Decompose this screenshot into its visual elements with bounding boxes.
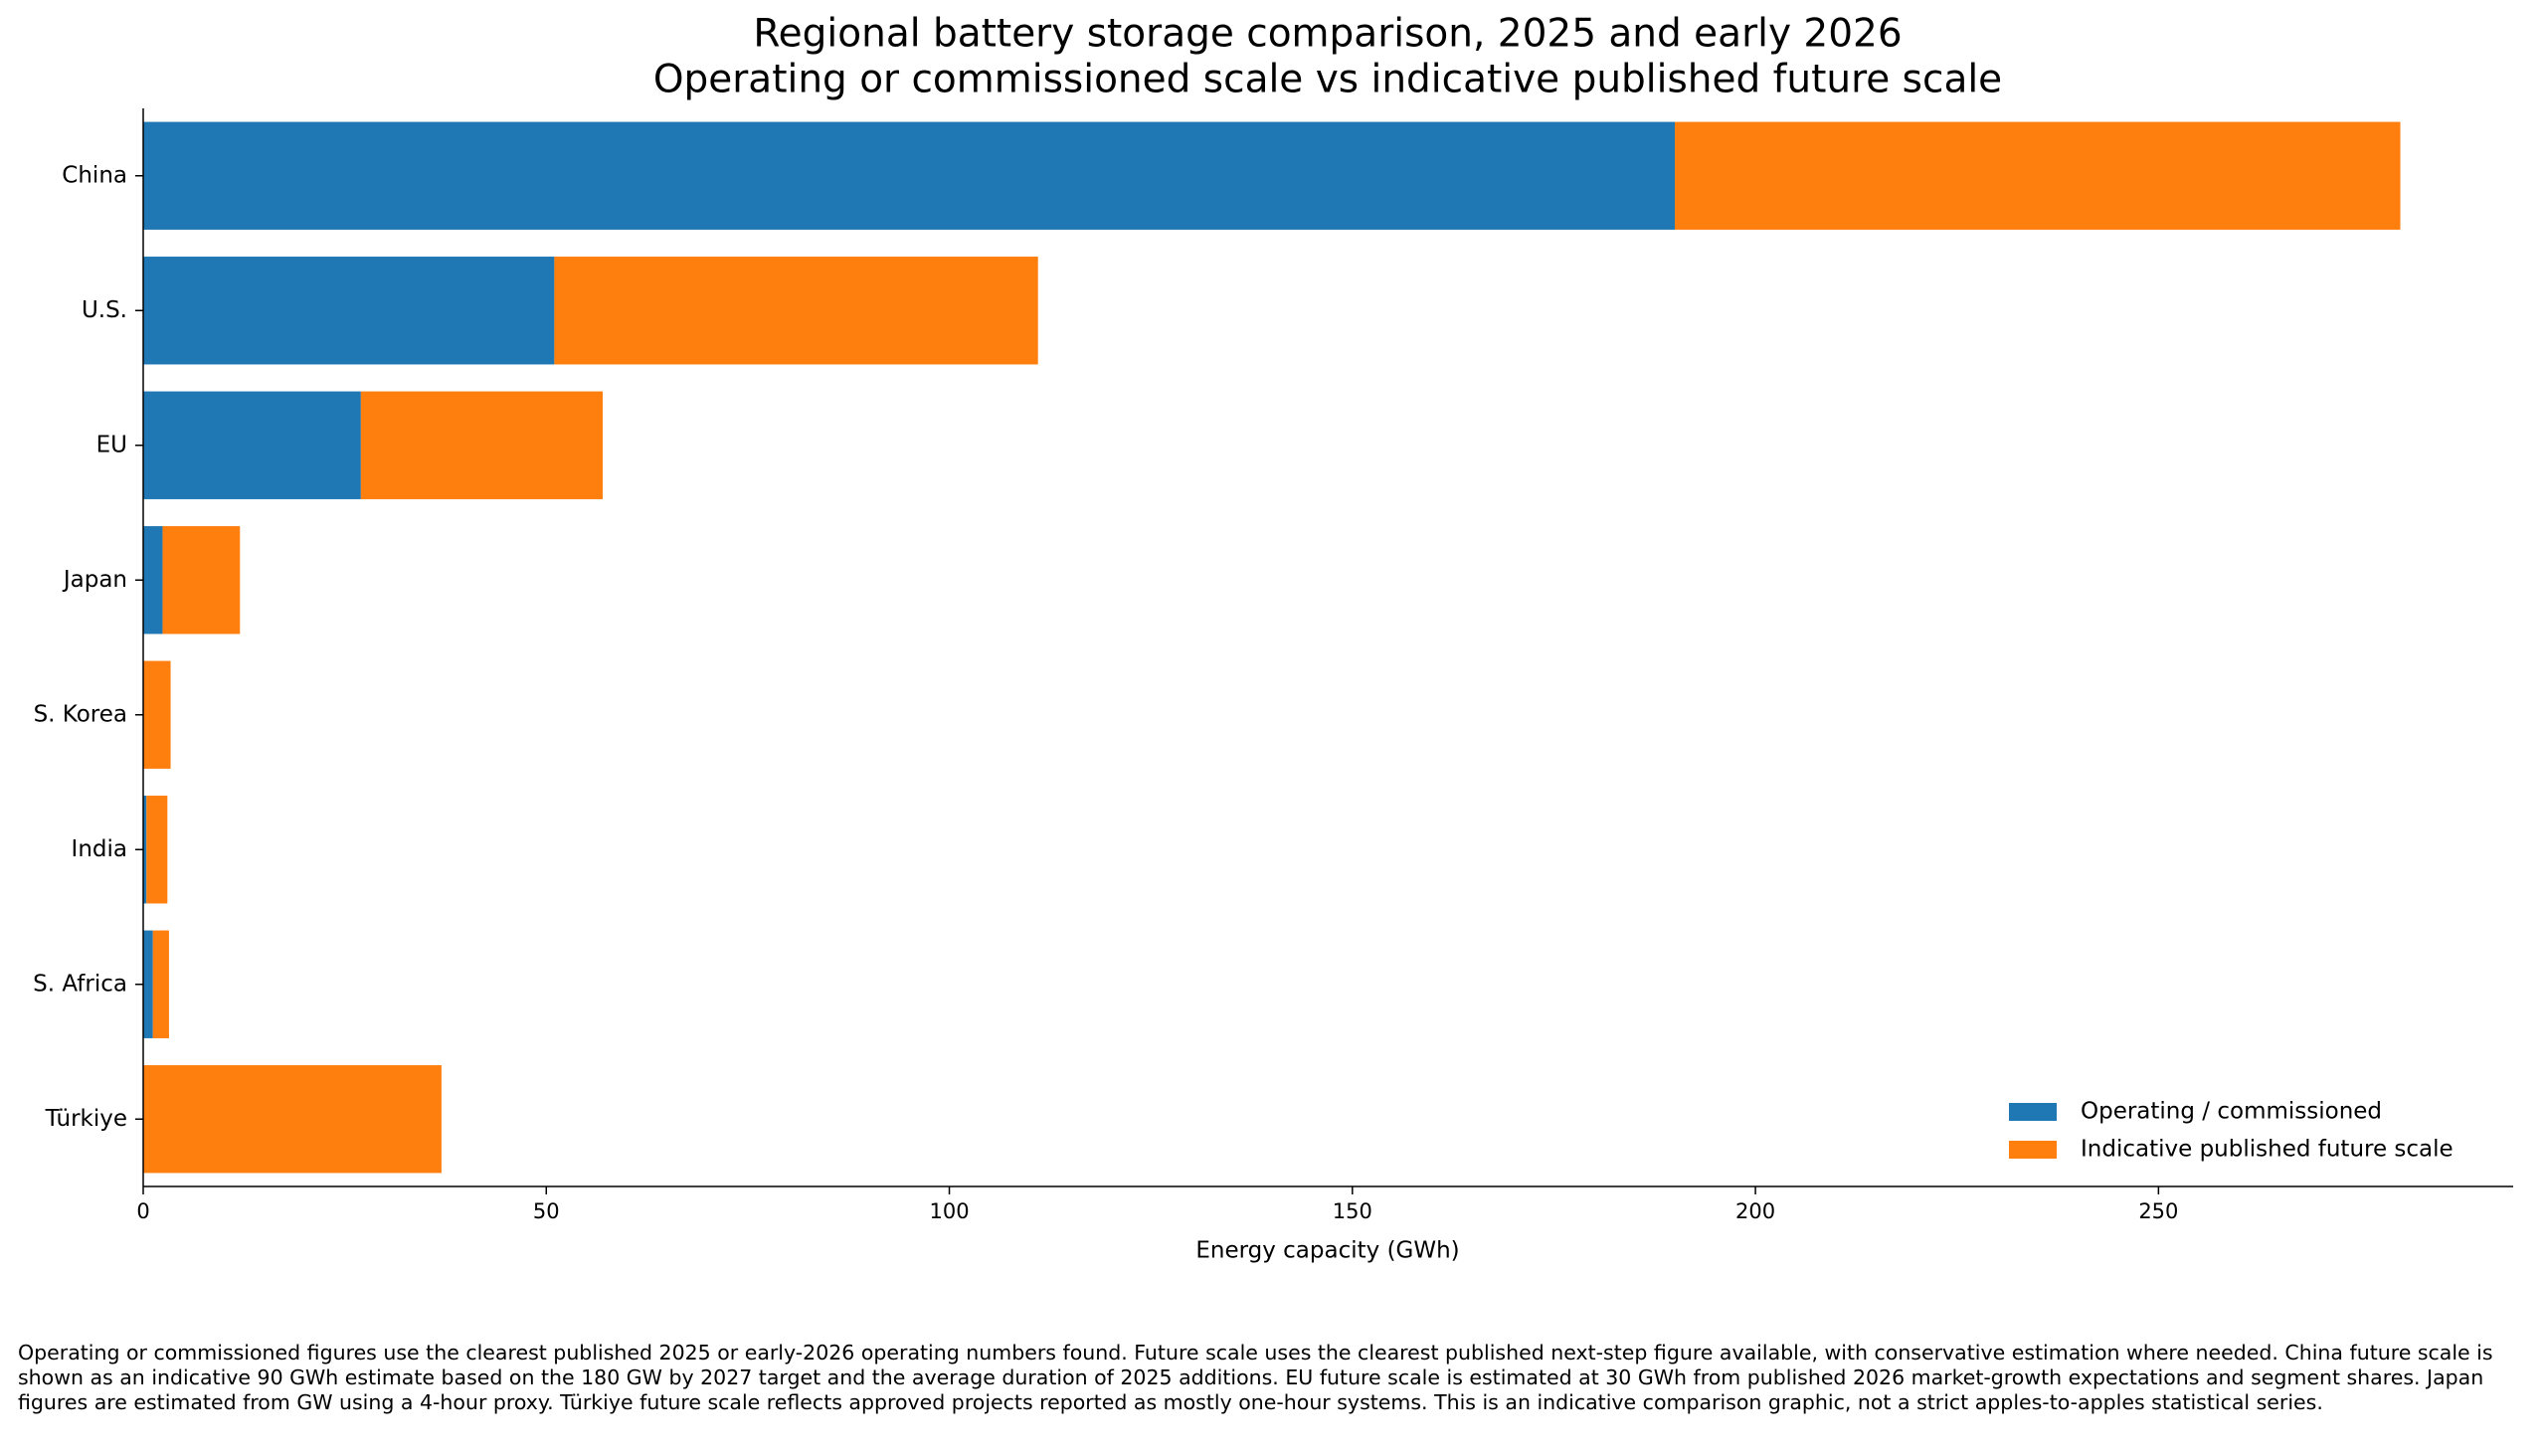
bar	[143, 796, 147, 904]
bar	[360, 391, 604, 499]
legend-label: Indicative published future scale	[2081, 1137, 2454, 1163]
y-tick-label: U.S.	[82, 297, 127, 323]
bar	[152, 930, 169, 1038]
bar	[143, 1065, 442, 1174]
chart-title: Regional battery storage comparison, 202…	[753, 12, 1902, 57]
y-tick-label: India	[72, 836, 127, 862]
x-tick-label: 250	[2138, 1199, 2178, 1223]
bar	[143, 391, 361, 499]
x-tick-label: 100	[929, 1199, 969, 1223]
x-tick-label: 50	[533, 1199, 560, 1223]
bar	[1675, 121, 2401, 230]
y-tick-label: S. Africa	[33, 971, 127, 997]
y-tick-label: China	[62, 162, 127, 188]
x-tick-label: 0	[136, 1199, 149, 1223]
chart-subtitle: Operating or commissioned scale vs indic…	[653, 58, 2002, 102]
x-axis-label: Energy capacity (GWh)	[1195, 1238, 1459, 1264]
bar	[143, 930, 153, 1038]
legend-swatch	[2009, 1103, 2057, 1121]
y-tick-label: EU	[96, 432, 127, 457]
y-tick-label: S. Korea	[34, 701, 127, 727]
bar	[143, 526, 163, 635]
y-tick-label: Türkiye	[45, 1106, 127, 1132]
legend-label: Operating / commissioned	[2081, 1099, 2382, 1125]
bar	[146, 796, 168, 904]
bar	[554, 257, 1038, 365]
chart: Regional battery storage comparison, 202…	[33, 12, 2513, 1264]
bar	[143, 660, 171, 769]
y-tick-label: Japan	[62, 567, 127, 593]
legend-swatch	[2009, 1141, 2057, 1159]
x-tick-label: 150	[1333, 1199, 1372, 1223]
x-tick-label: 200	[1735, 1199, 1775, 1223]
bar	[143, 257, 555, 365]
bar	[143, 121, 1676, 230]
footnote: Operating or commissioned figures use th…	[18, 1341, 2493, 1414]
bar	[162, 526, 241, 635]
